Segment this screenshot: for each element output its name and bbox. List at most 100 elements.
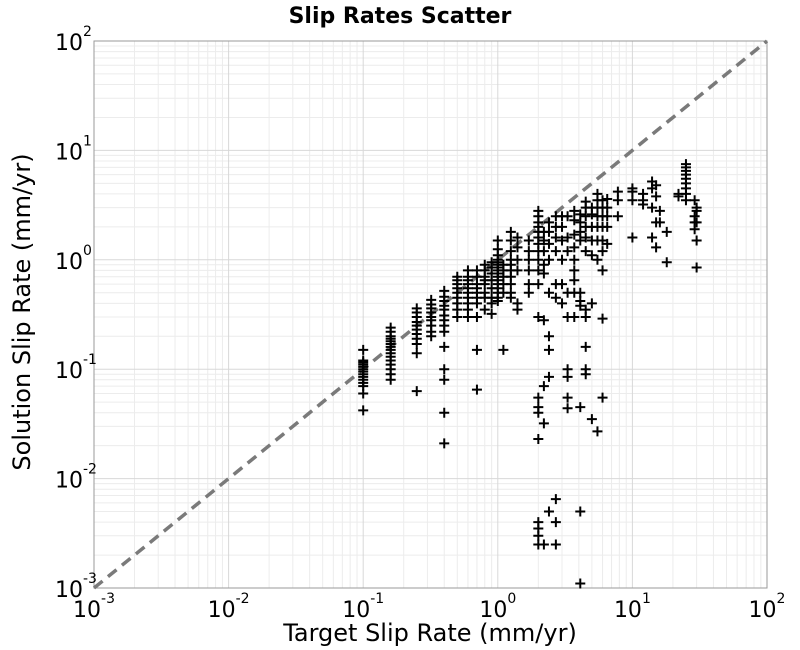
data-point (673, 191, 684, 202)
data-point (543, 287, 554, 298)
data-point (580, 211, 591, 222)
data-point (439, 407, 450, 418)
data-point (523, 287, 534, 298)
data-point (523, 254, 534, 265)
data-point (452, 312, 463, 323)
data-point (597, 392, 608, 403)
data-point (538, 381, 549, 392)
data-point (471, 384, 482, 395)
data-point (533, 407, 544, 418)
data-point (557, 235, 568, 246)
data-point (426, 294, 437, 305)
y-axis-label: Solution Slip Rate (mm/yr) (8, 153, 36, 470)
x-tick-label: 10-1 (342, 591, 384, 623)
data-point (550, 232, 561, 243)
grid (93, 40, 768, 589)
data-point (471, 312, 482, 323)
data-point (562, 403, 573, 414)
data-point (512, 304, 523, 315)
data-point (358, 405, 369, 416)
data-point (550, 292, 561, 303)
data-point (562, 211, 573, 222)
data-point (523, 265, 534, 276)
data-point (439, 326, 450, 337)
data-point (562, 232, 573, 243)
data-point (580, 364, 591, 375)
data-point (691, 262, 702, 273)
data-point (512, 232, 523, 243)
data-point (586, 298, 597, 309)
data-point (523, 246, 534, 257)
data-point (385, 374, 396, 385)
data-point (543, 226, 554, 237)
data-point (569, 312, 580, 323)
y-axis-ticks: 10-3 10-2 10-1 100 101 102 (55, 24, 97, 603)
data-point (602, 221, 613, 232)
data-point (638, 199, 649, 210)
data-point (597, 246, 608, 257)
data-point (580, 312, 591, 323)
data-point (486, 308, 497, 319)
data-point (479, 259, 490, 270)
data-point (543, 371, 554, 382)
y-tick-label: 100 (55, 243, 92, 275)
data-point (543, 331, 554, 342)
x-tick-label: 102 (749, 591, 786, 623)
data-point (592, 254, 603, 265)
data-point (523, 235, 534, 246)
data-point (533, 434, 544, 445)
data-point (411, 303, 422, 314)
data-point (538, 418, 549, 429)
data-point (612, 186, 623, 197)
data-point (691, 235, 702, 246)
data-point (654, 217, 665, 228)
data-point (575, 402, 586, 413)
data-point (602, 202, 613, 213)
data-point (550, 494, 561, 505)
data-point (411, 386, 422, 397)
data-point (691, 217, 702, 228)
data-point (575, 300, 586, 311)
data-point (550, 517, 561, 528)
data-point (575, 578, 586, 589)
y-tick-label: 102 (55, 24, 92, 56)
data-point (492, 244, 503, 255)
data-point (569, 254, 580, 265)
data-point (627, 232, 638, 243)
data-point (569, 275, 580, 286)
data-point (462, 265, 473, 276)
data-point (689, 195, 700, 206)
data-point (562, 246, 573, 257)
data-point (543, 238, 554, 249)
y-tick-label: 10-1 (55, 352, 97, 384)
data-point (557, 279, 568, 290)
data-point (562, 371, 573, 382)
data-point (523, 279, 534, 290)
data-point (680, 159, 691, 170)
data-point (533, 254, 544, 265)
data-point (533, 530, 544, 541)
data-point (533, 392, 544, 403)
data-point (452, 271, 463, 282)
chart-title: Slip Rates Scatter (289, 4, 512, 29)
data-point (651, 191, 662, 202)
data-point (647, 202, 658, 213)
data-point (439, 438, 450, 449)
x-axis-ticks: 10-3 10-2 10-1 100 101 102 (73, 591, 785, 623)
x-tick-label: 10-2 (208, 591, 250, 623)
data-point (538, 246, 549, 257)
data-point (661, 257, 672, 268)
data-point (505, 246, 516, 257)
data-point (569, 265, 580, 276)
data-point (562, 392, 573, 403)
data-point (538, 539, 549, 550)
data-point (580, 232, 591, 243)
data-point (550, 246, 561, 257)
data-point (586, 414, 597, 425)
data-point (358, 355, 369, 366)
data-point (597, 313, 608, 324)
data-point (505, 292, 516, 303)
data-points (358, 159, 702, 589)
data-point (486, 298, 497, 309)
